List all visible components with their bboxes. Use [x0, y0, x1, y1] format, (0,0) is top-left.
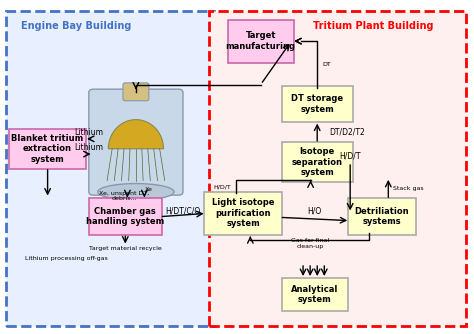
FancyBboxPatch shape [89, 198, 162, 235]
Ellipse shape [98, 184, 174, 200]
FancyBboxPatch shape [282, 86, 353, 122]
Text: Target material recycle: Target material recycle [89, 246, 162, 252]
FancyBboxPatch shape [7, 11, 214, 326]
FancyBboxPatch shape [123, 83, 149, 101]
FancyBboxPatch shape [9, 129, 86, 169]
Text: H/DT/C/O: H/DT/C/O [165, 206, 201, 215]
Text: Lithium: Lithium [74, 143, 103, 152]
Text: Lithium: Lithium [74, 128, 103, 137]
Text: Target
manufacturing: Target manufacturing [226, 31, 296, 51]
FancyBboxPatch shape [89, 89, 183, 195]
Text: DT: DT [322, 62, 331, 67]
Text: Tritium Plant Building: Tritium Plant Building [312, 21, 433, 31]
Text: Xe, unspent DT,
debris...: Xe, unspent DT, debris... [99, 191, 149, 201]
FancyBboxPatch shape [209, 11, 465, 326]
Text: Stack gas: Stack gas [393, 186, 424, 191]
Text: H/D/T: H/D/T [213, 184, 231, 189]
Polygon shape [109, 120, 164, 149]
Text: DT/D2/T2: DT/D2/T2 [329, 128, 365, 137]
Text: Chamber gas
handling system: Chamber gas handling system [86, 207, 164, 226]
Text: Engine Bay Building: Engine Bay Building [20, 21, 131, 31]
Text: Analytical
system: Analytical system [291, 285, 338, 304]
Text: Light isotope
purification
system: Light isotope purification system [212, 198, 274, 228]
FancyBboxPatch shape [204, 192, 282, 235]
Text: Gas for final
clean-up: Gas for final clean-up [291, 238, 329, 249]
FancyBboxPatch shape [282, 142, 353, 182]
FancyBboxPatch shape [228, 20, 294, 63]
Text: Isotope
separation
system: Isotope separation system [292, 147, 343, 177]
Text: Lithium processing off-gas: Lithium processing off-gas [25, 257, 108, 262]
Text: H/O: H/O [308, 207, 322, 216]
FancyBboxPatch shape [282, 278, 348, 311]
Text: Detriliation
systems: Detriliation systems [355, 207, 409, 226]
Text: H/D/T: H/D/T [339, 151, 361, 160]
FancyBboxPatch shape [348, 198, 416, 235]
Text: Blanket tritium
extraction
system: Blanket tritium extraction system [11, 134, 84, 164]
Text: DT storage
system: DT storage system [291, 95, 343, 114]
Text: Xe: Xe [145, 187, 153, 192]
